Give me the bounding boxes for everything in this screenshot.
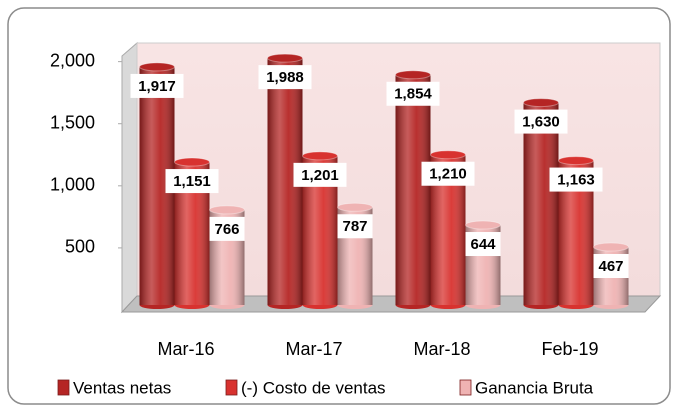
bar-top — [209, 205, 245, 215]
data-label: 1,854 — [394, 86, 432, 103]
bar — [267, 53, 303, 309]
y-tick-label: 2,000 — [50, 50, 95, 70]
data-label-box — [293, 162, 347, 187]
bar-top — [465, 220, 501, 230]
data-label: 1,210 — [429, 166, 467, 183]
data-label: 467 — [598, 258, 623, 275]
x-tick-label: Mar-17 — [285, 339, 342, 359]
bar-top — [337, 202, 373, 212]
data-label-box — [165, 169, 219, 194]
x-tick-label: Mar-18 — [413, 339, 470, 359]
data-label-box — [549, 167, 603, 192]
data-label: 1,151 — [173, 173, 211, 190]
data-label: 1,917 — [138, 78, 176, 95]
data-label: 1,201 — [301, 167, 339, 184]
legend-label: Ganancia Bruta — [475, 378, 594, 397]
bar-shade — [395, 74, 431, 306]
legend-swatch — [225, 379, 238, 396]
data-label-box — [130, 73, 184, 98]
bar — [523, 98, 559, 309]
bar-top — [558, 156, 594, 166]
bar-top — [267, 53, 303, 63]
bar-top — [593, 242, 629, 252]
data-label: 644 — [470, 236, 496, 253]
data-label-box — [593, 254, 629, 279]
data-label: 766 — [214, 221, 239, 238]
bar-shade — [523, 102, 559, 305]
bar-top — [430, 150, 466, 160]
bar-top — [523, 98, 559, 108]
legend-swatch — [459, 379, 472, 396]
data-label: 1,988 — [266, 69, 304, 86]
y-tick-label: 1,500 — [50, 112, 95, 132]
data-label-box — [421, 161, 475, 186]
data-label: 1,630 — [522, 114, 560, 131]
data-label-box — [258, 65, 312, 90]
y-tick-label: 1,000 — [50, 175, 95, 195]
legend-swatch — [57, 379, 70, 396]
bar-top — [395, 70, 431, 80]
x-tick-label: Feb-19 — [541, 339, 598, 359]
data-label-box — [337, 214, 373, 239]
bar — [395, 70, 431, 309]
bar-top — [302, 151, 338, 161]
data-label-box — [465, 232, 501, 257]
y-tick-label: 500 — [65, 237, 95, 257]
data-label: 1,163 — [557, 172, 595, 189]
data-label-box — [386, 81, 440, 106]
bar-top — [174, 157, 210, 167]
legend-label: Ventas netas — [73, 378, 171, 397]
data-label: 787 — [342, 218, 367, 235]
bar — [139, 62, 175, 309]
legend-label: (-) Costo de ventas — [241, 378, 386, 397]
data-label-box — [514, 109, 568, 134]
data-label-box — [209, 216, 245, 241]
x-tick-label: Mar-16 — [157, 339, 214, 359]
bar-top — [139, 62, 175, 72]
